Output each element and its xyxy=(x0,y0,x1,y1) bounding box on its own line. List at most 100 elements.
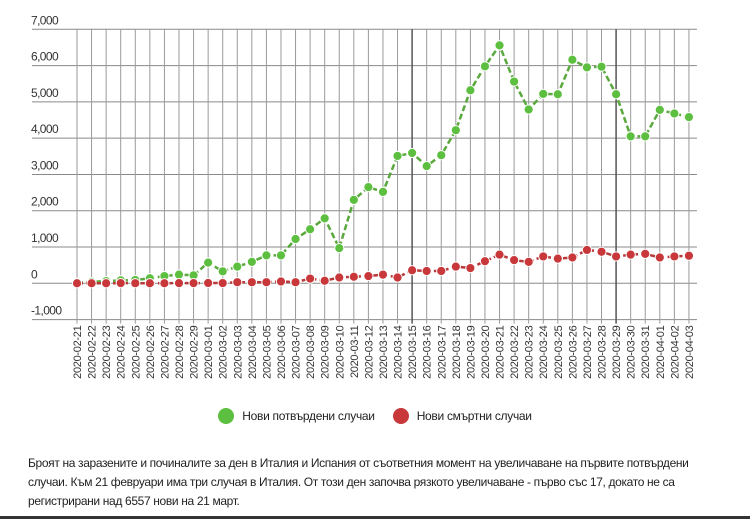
x-tick-label: 2020-03-28 xyxy=(597,325,609,378)
x-tick-label: 2020-02-23 xyxy=(101,325,113,378)
x-tick-label: 2020-03-29 xyxy=(611,325,623,378)
legend-label: Нови потвърдени случаи xyxy=(242,409,375,423)
confirmed-point xyxy=(552,89,563,100)
confirmed-point xyxy=(232,261,243,272)
confirmed-point xyxy=(450,125,461,136)
x-tick-label: 2020-02-21 xyxy=(72,325,84,378)
y-tick-label: 2,000 xyxy=(31,195,59,209)
deaths-point xyxy=(640,248,651,260)
confirmed-point xyxy=(494,40,505,51)
x-tick-label: 2020-03-18 xyxy=(451,325,463,378)
confirmed-point xyxy=(421,160,432,172)
deaths-point xyxy=(669,251,680,262)
confirmed-point xyxy=(305,224,316,235)
deaths-point xyxy=(246,277,257,288)
legend-item-deaths[interactable]: Нови смъртни случаи xyxy=(392,408,532,424)
x-tick-label: 2020-03-08 xyxy=(305,325,317,378)
deaths-point xyxy=(567,252,578,263)
confirmed-point xyxy=(217,266,228,277)
bottom-bar xyxy=(0,516,750,519)
x-tick-label: 2020-02-28 xyxy=(174,325,186,378)
deaths-point xyxy=(610,251,622,262)
x-tick-label: 2020-02-22 xyxy=(87,325,99,378)
confirmed-point xyxy=(334,243,345,254)
x-tick-label: 2020-03-07 xyxy=(291,325,303,378)
x-tick-label: 2020-03-13 xyxy=(378,325,390,378)
deaths-point xyxy=(101,278,112,289)
deaths-point xyxy=(508,254,520,266)
y-tick-label: 0 xyxy=(31,267,38,281)
deaths-point xyxy=(377,269,389,280)
x-tick-label: 2020-03-11 xyxy=(349,325,361,378)
confirmed-point xyxy=(654,104,665,115)
deaths-point xyxy=(407,265,418,276)
x-tick-label: 2020-03-09 xyxy=(320,325,332,378)
deaths-point xyxy=(421,265,432,277)
confirmed-point xyxy=(610,89,622,100)
x-tick-label: 2020-03-15 xyxy=(407,325,419,378)
x-tick-label: 2020-03-10 xyxy=(334,325,346,378)
confirmed-point xyxy=(596,61,607,72)
y-tick-label: 6,000 xyxy=(31,50,59,64)
x-tick-label: 2020-03-20 xyxy=(480,325,492,378)
deaths-point xyxy=(334,272,345,283)
y-tick-label: 7,000 xyxy=(31,13,59,27)
deaths-point xyxy=(450,261,461,272)
deaths-point xyxy=(479,256,491,267)
confirmed-point xyxy=(290,233,301,245)
x-tick-label: 2020-03-17 xyxy=(436,325,448,378)
confirmed-point xyxy=(436,150,447,161)
x-tick-label: 2020-02-29 xyxy=(189,325,201,378)
confirmed-point xyxy=(173,269,185,280)
deaths-point xyxy=(217,277,228,289)
deaths-point xyxy=(261,277,272,288)
deaths-point xyxy=(130,278,141,289)
x-tick-label: 2020-04-01 xyxy=(655,325,667,378)
x-tick-label: 2020-03-16 xyxy=(422,325,434,378)
x-tick-label: 2020-03-23 xyxy=(524,325,536,378)
confirmed-point xyxy=(669,108,680,119)
deaths-point xyxy=(305,273,316,284)
legend-item-confirmed[interactable]: Нови потвърдени случаи xyxy=(218,408,375,424)
deaths-point xyxy=(86,278,97,289)
x-tick-label: 2020-03-14 xyxy=(393,325,405,378)
x-tick-label: 2020-03-01 xyxy=(203,325,215,378)
line-chart: -1,000 0 1,000 2,000 3,000 4,000 5,000 6,000 7,0… xyxy=(31,13,697,379)
deaths-point xyxy=(203,277,214,289)
deaths-point xyxy=(290,277,301,288)
x-tick-label: 2020-03-04 xyxy=(247,325,259,378)
chart-caption: Броят на заразените и починалите за ден … xyxy=(28,456,689,508)
x-tick-label: 2020-03-27 xyxy=(582,325,594,378)
y-tick-label: 3,000 xyxy=(31,158,59,172)
deaths-point xyxy=(159,278,170,289)
y-tick-label: -1,000 xyxy=(31,304,62,318)
x-tick-label: 2020-03-21 xyxy=(495,325,507,378)
confirmed-point xyxy=(363,182,374,193)
deaths-point xyxy=(596,246,607,257)
deaths-point xyxy=(436,265,447,277)
red-dot-icon xyxy=(392,408,409,424)
confirmed-point xyxy=(479,61,491,72)
deaths-point xyxy=(173,278,185,289)
deaths-point xyxy=(71,278,83,289)
x-tick-label: 2020-03-02 xyxy=(218,325,230,378)
confirmed-point xyxy=(203,257,214,268)
y-tick-label: 1,000 xyxy=(31,231,59,245)
deaths-point xyxy=(625,249,636,260)
x-tick-label: 2020-02-26 xyxy=(145,325,157,378)
deaths-point xyxy=(552,253,563,264)
confirmed-point xyxy=(581,62,593,73)
deaths-point xyxy=(115,278,126,289)
x-tick-label: 2020-03-03 xyxy=(232,325,244,378)
legend: Нови потвърдени случаи Нови смъртни случ… xyxy=(0,408,750,424)
deaths-point xyxy=(523,256,534,267)
deaths-point xyxy=(494,249,505,260)
legend-label: Нови смъртни случаи xyxy=(416,409,532,423)
confirmed-point xyxy=(640,131,651,142)
confirmed-point xyxy=(319,213,330,224)
deaths-point xyxy=(144,278,155,289)
x-tick-label: 2020-03-19 xyxy=(465,325,477,378)
x-tick-label: 2020-02-24 xyxy=(116,325,128,378)
confirmed-point xyxy=(392,150,403,162)
deaths-point xyxy=(683,250,695,261)
